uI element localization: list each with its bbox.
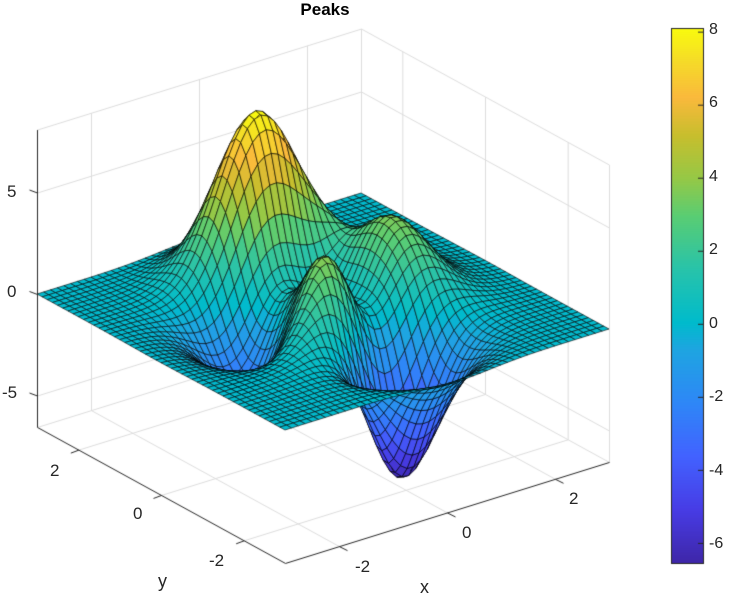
x-tick-2: 2 [569, 489, 579, 508]
colorbar-tick-8: 8 [709, 21, 718, 38]
colorbar-tick-neg2: -2 [709, 388, 724, 405]
y-tick-neg2: -2 [209, 551, 225, 570]
y-axis-label: y [158, 571, 167, 591]
x-tick-0: 0 [462, 523, 472, 542]
x-tick-neg2: -2 [355, 557, 371, 576]
y-tick-0: 0 [133, 504, 143, 523]
z-tick-5: 5 [7, 182, 17, 201]
x-axis-label: x [420, 577, 429, 597]
z-tick-0: 0 [7, 282, 17, 301]
colorbar-tick-4: 4 [709, 168, 718, 185]
z-tick-neg5: -5 [2, 383, 18, 402]
chart-title: Peaks [300, 0, 350, 19]
y-tick-2: 2 [50, 461, 60, 480]
colorbar-tick-0: 0 [709, 315, 718, 332]
colorbar-tick-2: 2 [709, 241, 718, 258]
colorbar-tick-neg6: -6 [709, 535, 724, 552]
colorbar-tick-6: 6 [709, 94, 718, 111]
colorbar-tick-neg4: -4 [709, 462, 724, 479]
